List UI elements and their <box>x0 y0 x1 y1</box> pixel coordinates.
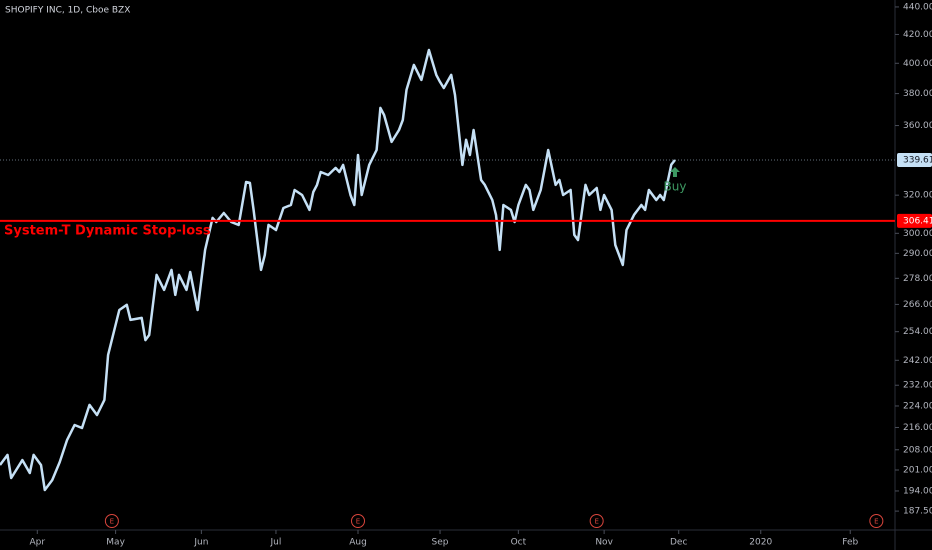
earnings-marker <box>869 514 884 528</box>
x-tick-label: Feb <box>842 538 858 548</box>
y-tick-label: 242.00 <box>903 356 932 366</box>
earnings-marker <box>589 514 604 528</box>
price-line <box>0 48 676 492</box>
y-tick-label: 380.00 <box>903 89 932 99</box>
y-tick-label: 400.00 <box>903 59 932 69</box>
y-tick-label: 232.00 <box>903 381 932 391</box>
x-tick-label: 2020 <box>749 538 772 548</box>
earnings-label: E <box>356 518 360 526</box>
earnings-marker <box>351 514 365 528</box>
earnings-label: E <box>874 518 878 526</box>
earnings-marker <box>104 514 119 528</box>
x-tick-label: Aug <box>349 538 367 548</box>
x-tick-label: Nov <box>595 538 613 548</box>
chart-title: SHOPIFY INC, 1D, Cboe BZX <box>5 6 130 16</box>
y-tick-label: 187.50 <box>903 507 932 517</box>
buy-label: Buy <box>664 180 687 194</box>
y-tick-label: 201.00 <box>903 466 932 476</box>
y-tick-label: 224.00 <box>903 401 932 411</box>
x-tick-label: Sep <box>432 538 449 548</box>
earnings-label: E <box>594 518 598 526</box>
y-tick-label: 278.00 <box>903 274 932 284</box>
y-tick-label: 420.00 <box>903 30 932 40</box>
x-tick-label: Oct <box>511 538 527 548</box>
y-tick-label: 290.00 <box>903 249 932 259</box>
earnings-label: E <box>110 518 114 526</box>
y-tick-label: 194.00 <box>903 486 932 496</box>
last-price-label: 339.61 <box>903 156 932 166</box>
y-tick-label: 320.00 <box>903 191 932 201</box>
y-tick-label: 360.00 <box>903 121 932 131</box>
y-tick-label: 216.00 <box>903 423 932 433</box>
x-tick-label: Apr <box>30 538 46 548</box>
y-tick-label: 254.00 <box>903 327 932 337</box>
y-tick-label: 266.00 <box>903 300 932 310</box>
x-tick-label: Dec <box>670 538 687 548</box>
x-tick-label: May <box>106 538 125 548</box>
x-tick-label: Jul <box>270 538 282 548</box>
x-tick-label: Jun <box>193 538 208 548</box>
stop-loss-tag <box>897 213 932 228</box>
y-tick-label: 208.00 <box>903 445 932 455</box>
buy-arrow <box>669 167 680 178</box>
last-price-tag <box>897 153 932 168</box>
y-tick-label: 440.00 <box>903 2 932 12</box>
stop-loss-label: System-T Dynamic Stop-loss <box>4 223 211 238</box>
y-tick-label: 300.00 <box>903 229 932 239</box>
stop-loss-value: 306.41 <box>903 216 932 226</box>
